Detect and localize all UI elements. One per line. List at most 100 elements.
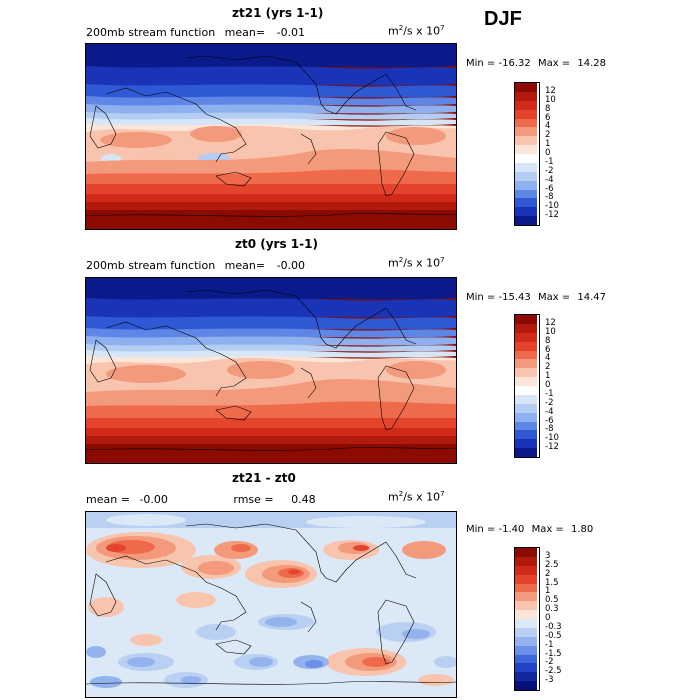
colorbar-tick-label: -2 bbox=[545, 165, 554, 176]
colorbar-tick-label: -12 bbox=[545, 442, 559, 453]
colorbar-tick-label: -2.5 bbox=[545, 666, 562, 677]
colorbar-swatch bbox=[515, 583, 537, 593]
colorbar-tick-label: -1 bbox=[545, 639, 554, 650]
colorbar-tick-label: 1 bbox=[545, 139, 551, 150]
colorbar-swatch bbox=[515, 83, 537, 92]
colorbar-swatch bbox=[515, 672, 537, 682]
mean-value: -0.01 bbox=[276, 26, 306, 39]
colorbar-swatch bbox=[515, 681, 537, 690]
rmse-value: 0.48 bbox=[291, 493, 316, 506]
colorbar-tick-label: -1 bbox=[545, 388, 554, 399]
colorbar-swatch bbox=[515, 189, 537, 199]
colorbar-swatch bbox=[515, 645, 537, 655]
colorbar-tick-label: -2 bbox=[545, 657, 554, 668]
colorbar-tick-label: 6 bbox=[545, 112, 551, 123]
min-value: -16.32 bbox=[498, 58, 531, 69]
colorbar-tick-label: -1.5 bbox=[545, 648, 562, 659]
colorbar-ticks: 3 2.5 2 1.5 1 0.5 0.3 0 -0.3 -0.5 -1 -1.5 -2 -2.5 -3 bbox=[545, 547, 575, 689]
units-exp: 2 bbox=[398, 490, 404, 498]
colorbar-tick-label: -6 bbox=[545, 183, 554, 194]
field-label: 200mb stream function mean= -0.01 bbox=[86, 26, 305, 39]
colorbar-tick-label: 1.5 bbox=[545, 577, 559, 588]
colorbar-tick-label: 2.5 bbox=[545, 559, 559, 570]
colorbar-tick-label: 0.5 bbox=[545, 595, 559, 606]
min-value: -1.40 bbox=[498, 524, 525, 535]
units-pow: 7 bbox=[440, 256, 445, 264]
colorbar-swatch bbox=[515, 315, 537, 324]
colorbar-tick-label: 12 bbox=[545, 85, 556, 96]
colorbar-tick-label: 10 bbox=[545, 326, 556, 337]
min-max: Min = -15.43 Max = 14.47 bbox=[466, 292, 606, 303]
colorbar-tick-label: 2 bbox=[545, 362, 551, 373]
colorbar-tick-label: -0.3 bbox=[545, 621, 562, 632]
colorbar-tick-label: 12 bbox=[545, 317, 556, 328]
min-label: Min = bbox=[466, 58, 496, 69]
colorbar-swatch bbox=[515, 394, 537, 404]
units-label: m2/s x 107 bbox=[388, 490, 445, 504]
panel-title: zt21 - zt0 bbox=[232, 471, 296, 485]
colorbar-tick-label: -10 bbox=[545, 201, 559, 212]
colorbar-tick-label: -12 bbox=[545, 210, 559, 221]
colorbar-swatch bbox=[515, 574, 537, 584]
field-name: 200mb stream function bbox=[86, 259, 216, 272]
field-label: 200mb stream function mean= -0.00 bbox=[86, 259, 305, 272]
colorbar-tick-label: -10 bbox=[545, 433, 559, 444]
colorbar-swatch bbox=[515, 154, 537, 163]
min-label: Min = bbox=[466, 524, 496, 535]
colorbar-tick-label: 10 bbox=[545, 94, 556, 105]
mean-rmse-label: mean = -0.00 rmse = 0.48 bbox=[86, 493, 316, 506]
colorbar-swatch bbox=[515, 421, 537, 431]
colorbar-tick-label: -0.5 bbox=[545, 630, 562, 641]
colorbar-tick-label: 1 bbox=[545, 586, 551, 597]
colorbar-swatch bbox=[515, 180, 537, 190]
mean-label: mean= bbox=[224, 259, 266, 272]
colorbar-swatch bbox=[515, 368, 537, 378]
colorbar-swatch bbox=[515, 100, 537, 110]
colorbar-tick-label: 3 bbox=[545, 550, 551, 561]
panel-title: zt0 (yrs 1-1) bbox=[235, 237, 318, 251]
units-mid: /s x 10 bbox=[403, 256, 441, 270]
colorbar-swatch bbox=[515, 171, 537, 181]
colorbar-swatch bbox=[515, 127, 537, 137]
colorbar-swatch bbox=[515, 323, 537, 333]
min-label: Min = bbox=[466, 292, 496, 303]
max-label: Max = bbox=[531, 524, 564, 535]
colorbar-swatch bbox=[515, 162, 537, 172]
colorbar-swatch bbox=[515, 91, 537, 101]
colorbar-swatch bbox=[515, 403, 537, 413]
max-value: 1.80 bbox=[570, 524, 594, 535]
map-svg bbox=[86, 512, 456, 697]
colorbar-swatch bbox=[515, 109, 537, 119]
colorbar-swatch bbox=[515, 412, 537, 422]
colorbar-swatch bbox=[515, 207, 537, 217]
colorbar-tick-label: 8 bbox=[545, 335, 551, 346]
colorbar-ticks: 12 10 8 6 4 2 1 0 -1 -2 -4 -6 -8 -10 -12 bbox=[545, 82, 575, 224]
colorbar-tick-label: -4 bbox=[545, 406, 554, 417]
colorbar-swatch bbox=[515, 359, 537, 369]
colorbar-swatch bbox=[515, 377, 537, 386]
min-max: Min = -16.32 Max = 14.28 bbox=[466, 58, 606, 69]
map-plot bbox=[85, 43, 457, 230]
colorbar-tick-label: 6 bbox=[545, 344, 551, 355]
colorbar bbox=[514, 314, 540, 458]
field-name: 200mb stream function bbox=[86, 26, 216, 39]
colorbar bbox=[514, 82, 540, 226]
units-pow: 7 bbox=[440, 24, 445, 32]
colorbar-tick-label: -6 bbox=[545, 415, 554, 426]
mean-label: mean= bbox=[224, 26, 266, 39]
colorbar-tick-label: 0.3 bbox=[545, 604, 559, 615]
map-svg bbox=[86, 44, 456, 229]
units-label: m2/s x 107 bbox=[388, 256, 445, 270]
colorbar-tick-label: 1 bbox=[545, 371, 551, 382]
colorbar-tick-label: 0 bbox=[545, 148, 551, 158]
colorbar-swatch bbox=[515, 654, 537, 664]
mean-label: mean = bbox=[86, 493, 130, 506]
colorbar-tick-label: -4 bbox=[545, 174, 554, 185]
max-label: Max = bbox=[537, 58, 571, 69]
colorbar-ticks: 12 10 8 6 4 2 1 0 -1 -2 -4 -6 -8 -10 -12 bbox=[545, 314, 575, 456]
max-label: Max = bbox=[537, 292, 571, 303]
rmse-label: rmse = bbox=[233, 493, 274, 506]
units-exp: 2 bbox=[398, 256, 404, 264]
units-mid: /s x 10 bbox=[403, 490, 441, 504]
colorbar-swatch bbox=[515, 556, 537, 566]
